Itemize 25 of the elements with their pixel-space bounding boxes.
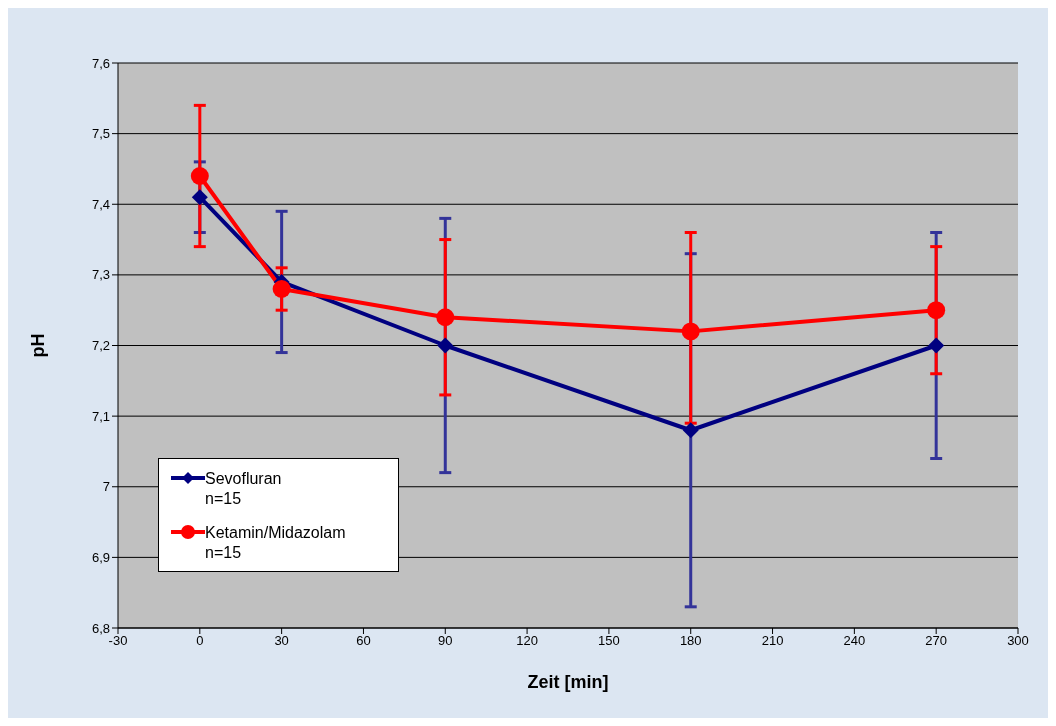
x-tick-label: 300	[1007, 633, 1029, 649]
y-tick-label: 7	[102, 479, 110, 495]
x-tick-label: 150	[598, 633, 620, 649]
legend-label: Ketamin/Midazolam n=15	[205, 523, 346, 563]
y-tick-label: 7,5	[91, 126, 110, 142]
y-tick-label: 7,2	[91, 338, 110, 354]
x-tick-label: 0	[196, 633, 204, 649]
x-tick-label: 270	[925, 633, 948, 649]
x-tick-label: 180	[679, 633, 702, 649]
x-tick-label: 240	[843, 633, 866, 649]
x-tick-label: 120	[516, 633, 538, 649]
x-tick-label: -30	[108, 633, 128, 649]
y-tick-label: 7,4	[91, 196, 110, 212]
x-axis-title: Zeit [min]	[527, 672, 609, 692]
y-tick-label: 6,8	[91, 620, 110, 636]
x-tick-label: 210	[761, 633, 784, 649]
y-tick-label: 7,1	[91, 408, 110, 424]
x-tick-label: 90	[438, 633, 453, 649]
y-tick-label: 7,6	[91, 55, 110, 71]
y-tick-label: 6,9	[91, 549, 110, 565]
x-tick-label: 30	[274, 633, 289, 649]
y-tick-label: 7,3	[91, 267, 110, 283]
x-tick-label: 60	[356, 633, 371, 649]
legend-label: Sevofluran n=15	[205, 469, 282, 509]
y-axis-title: pH	[28, 333, 49, 358]
